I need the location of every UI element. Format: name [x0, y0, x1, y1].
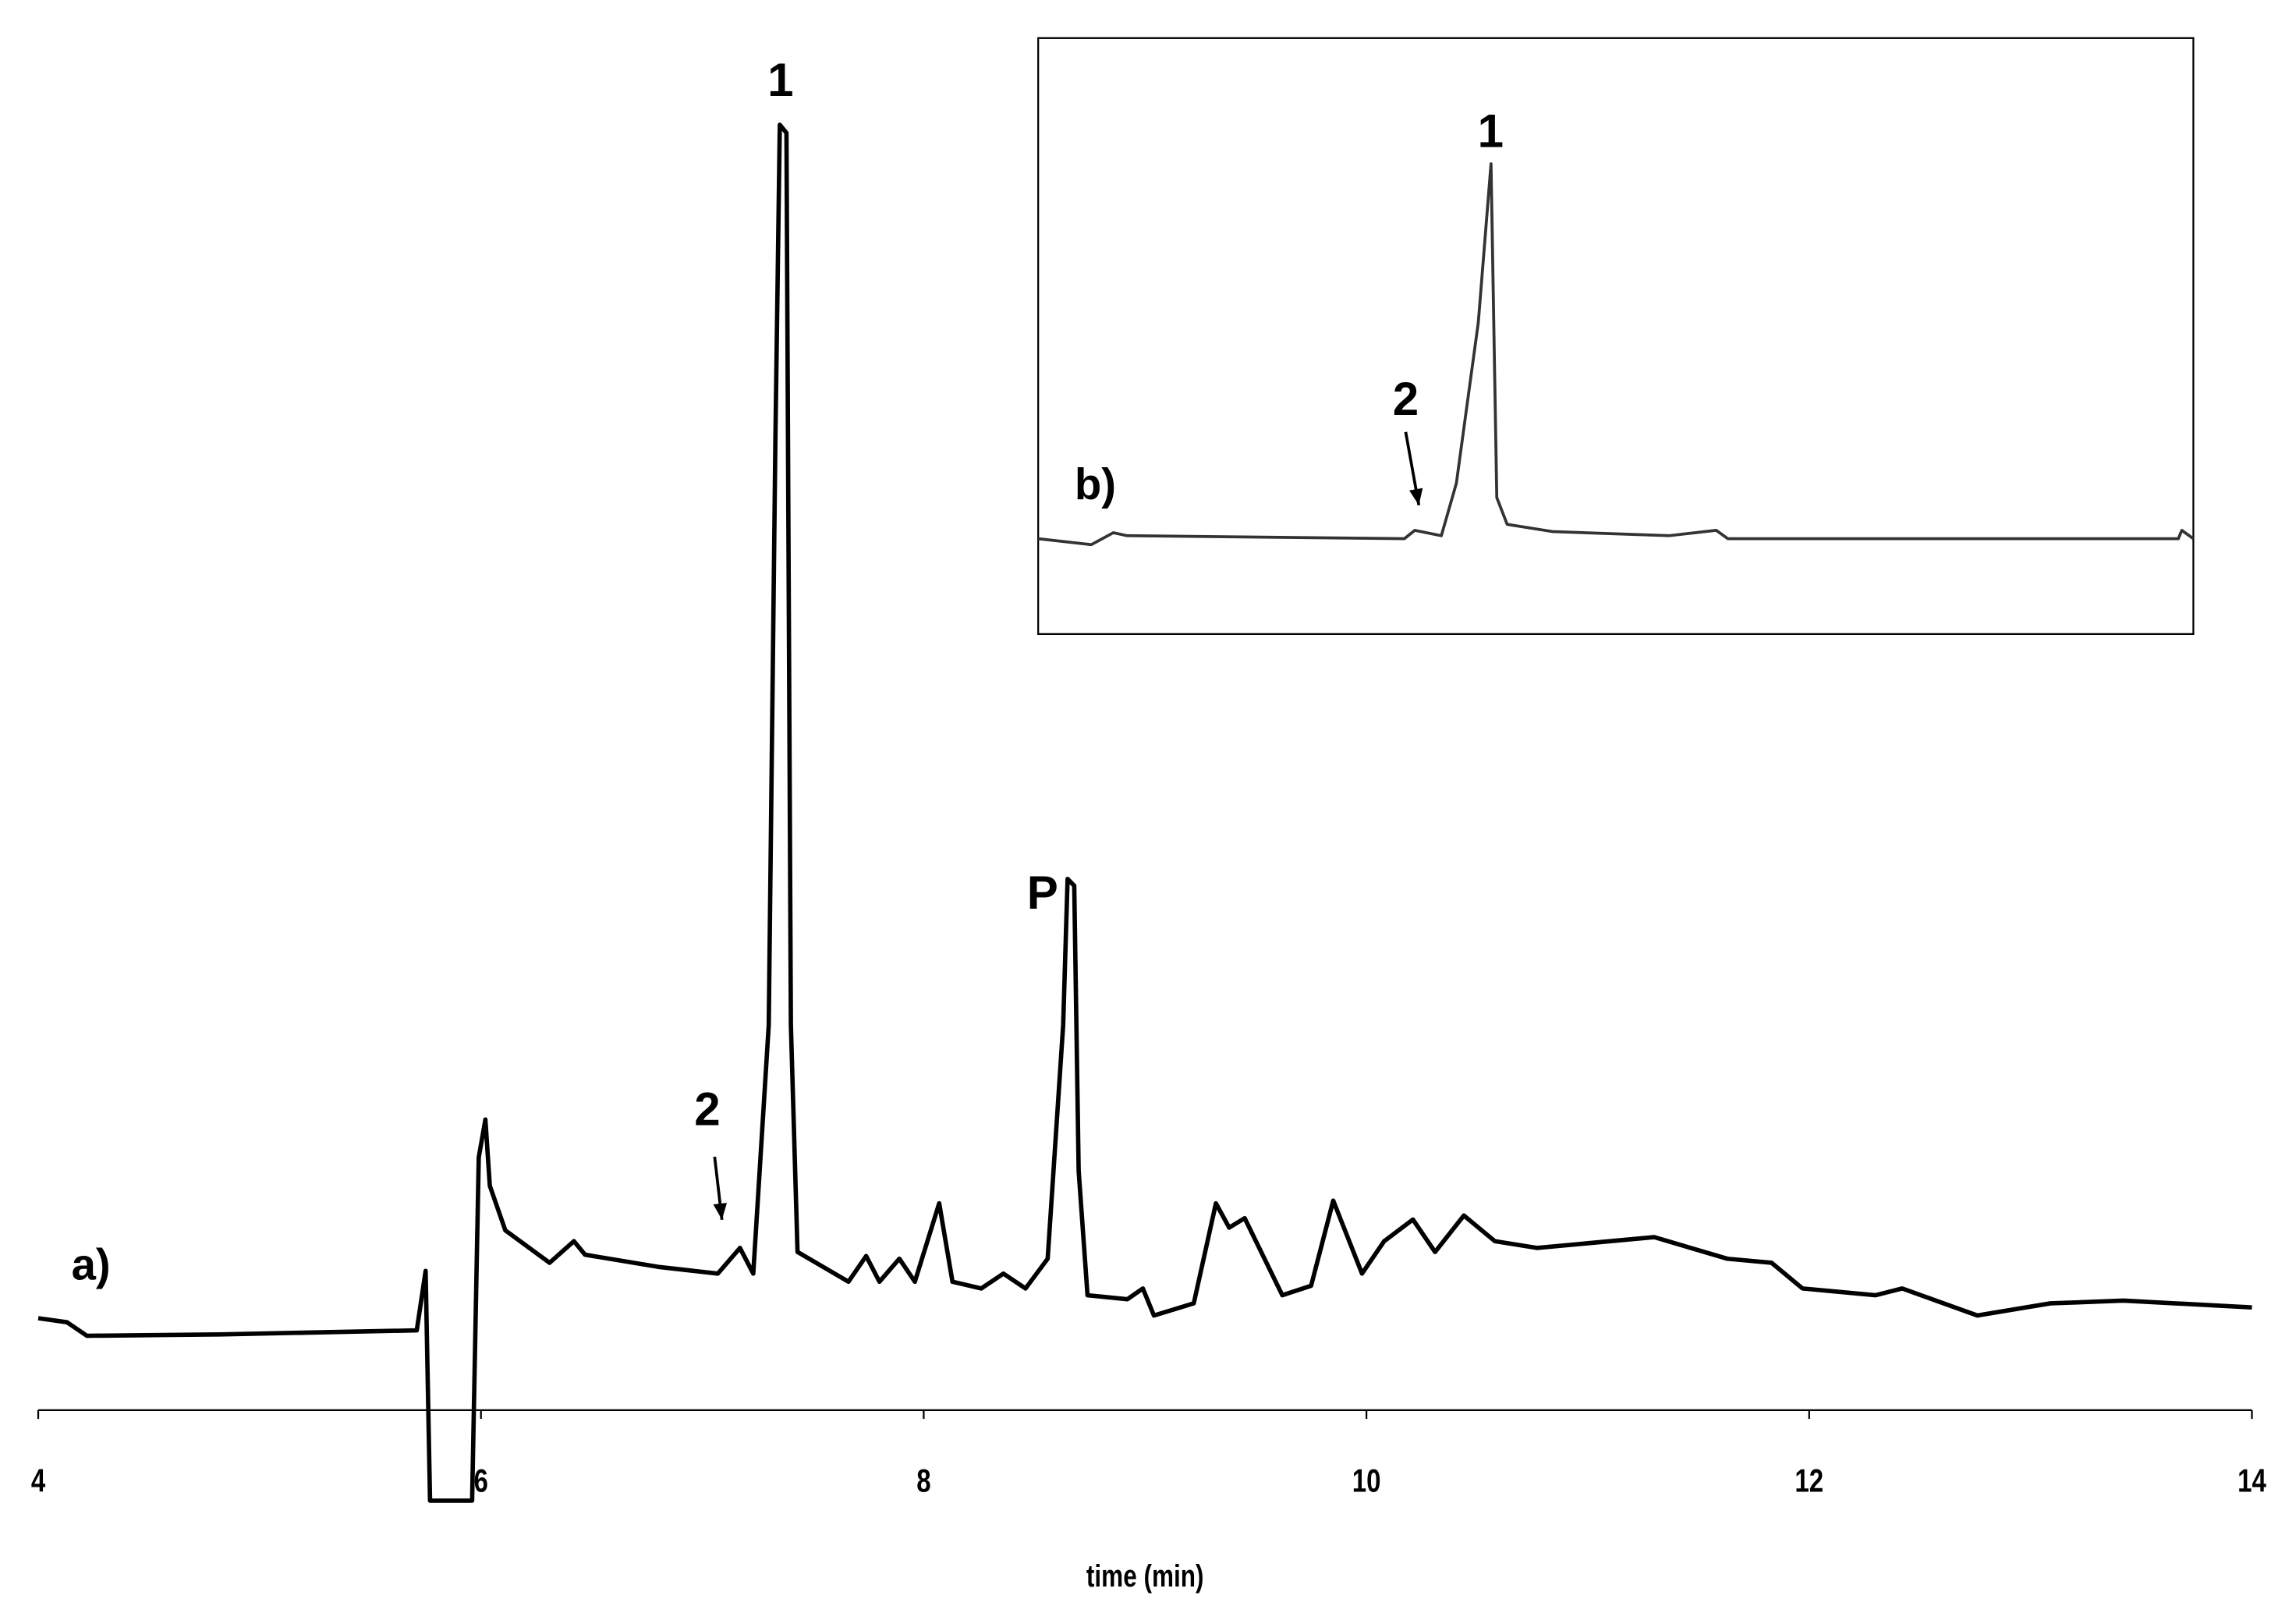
x-tick-label: 8 [916, 1462, 930, 1498]
x-tick-label: 14 [2238, 1462, 2266, 1498]
arrow-head [713, 1203, 728, 1220]
x-axis-label: time (min) [1086, 1559, 1204, 1594]
x-tick-label: 12 [1795, 1462, 1823, 1498]
trace [1037, 162, 2195, 547]
peak-label: 2 [1393, 373, 1419, 425]
peak-label: 1 [767, 54, 793, 106]
peak-label: 2 [694, 1083, 720, 1136]
trace [37, 122, 2252, 1503]
peak-label: P [1027, 867, 1058, 919]
x-tick-label: 6 [474, 1462, 488, 1498]
trace-label: b) [1075, 459, 1116, 509]
inset-frame [1037, 37, 2195, 635]
x-tick-label: 10 [1352, 1462, 1381, 1498]
peak-label: 1 [1478, 105, 1504, 158]
trace-label: a) [72, 1240, 111, 1289]
x-tick-label: 4 [31, 1462, 46, 1498]
arrow-head [1408, 488, 1423, 505]
